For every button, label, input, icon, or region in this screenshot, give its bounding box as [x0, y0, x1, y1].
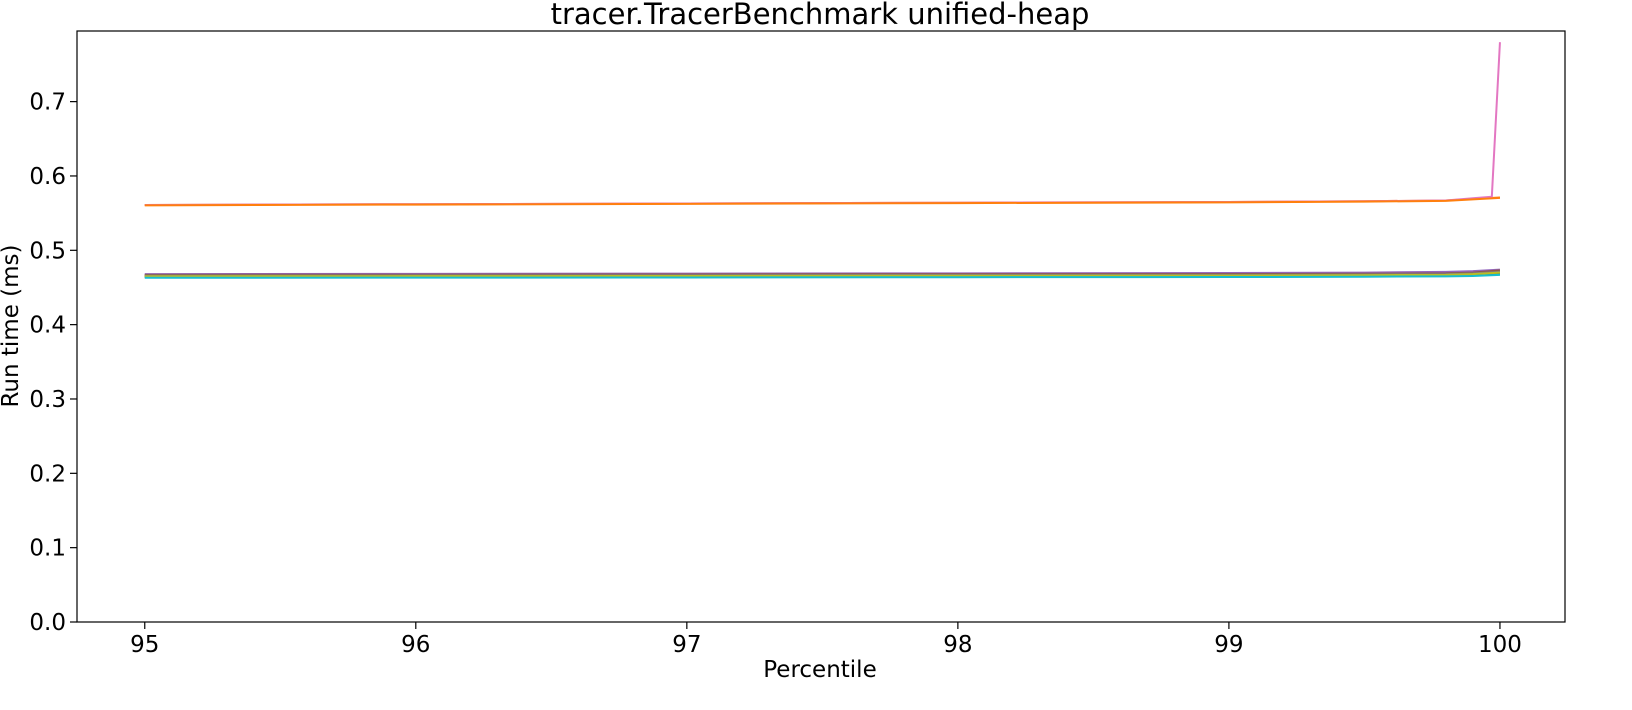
y-tick-label: 0.5 — [29, 238, 66, 264]
series-line-10 — [144, 273, 1500, 279]
plot-frame — [76, 30, 1566, 623]
series-line-7 — [144, 42, 1501, 206]
y-tick-label: 0.2 — [29, 461, 66, 487]
y-tick-label: 0.6 — [29, 164, 66, 190]
series-layer — [144, 42, 1501, 279]
y-tick-label: 0.3 — [29, 387, 66, 413]
y-tick-label: 0.7 — [29, 90, 66, 116]
x-axis-label: Percentile — [763, 657, 876, 683]
x-axis-ticks: 95 96 97 98 99 100 — [130, 622, 1522, 658]
x-tick-label: 96 — [401, 632, 430, 658]
series-line-11 — [144, 196, 1501, 207]
y-tick-label: 0.0 — [29, 610, 66, 636]
x-tick-label: 97 — [672, 632, 701, 658]
y-axis-ticks: 0.0 0.1 0.2 0.3 0.4 0.5 0.6 0.7 — [29, 90, 77, 636]
x-tick-label: 98 — [943, 632, 972, 658]
series-line-9 — [144, 271, 1501, 278]
x-tick-label: 95 — [130, 632, 159, 658]
y-axis-label: Run time (ms) — [0, 244, 24, 407]
x-tick-label: 100 — [1478, 632, 1522, 658]
x-tick-label: 99 — [1214, 632, 1243, 658]
y-tick-label: 0.1 — [29, 536, 66, 562]
chart-title: tracer.TracerBenchmark unified-heap — [551, 0, 1090, 31]
y-tick-label: 0.4 — [29, 313, 66, 339]
